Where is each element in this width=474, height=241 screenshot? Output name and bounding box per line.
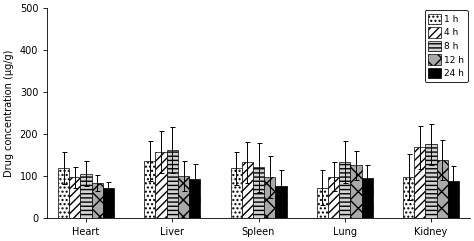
Bar [414,147,426,218]
Bar [328,177,339,218]
Bar [362,178,373,218]
Bar [275,186,287,218]
Bar [230,168,242,218]
Bar [317,187,328,218]
Bar [81,174,91,218]
Bar [91,183,103,218]
Bar [189,179,201,218]
Bar [448,181,459,218]
Bar [426,144,437,218]
Bar [58,168,69,218]
Legend: 1 h, 4 h, 8 h, 12 h, 24 h: 1 h, 4 h, 8 h, 12 h, 24 h [425,10,468,82]
Bar [339,162,350,218]
Bar [403,177,414,218]
Bar [144,161,155,218]
Bar [155,152,167,218]
Bar [350,165,362,218]
Bar [178,176,189,218]
Bar [103,188,114,218]
Bar [242,162,253,218]
Bar [264,177,275,218]
Bar [69,177,81,218]
Y-axis label: Drug concentration (μg/g): Drug concentration (μg/g) [4,49,14,177]
Bar [437,160,448,218]
Bar [253,167,264,218]
Bar [167,150,178,218]
